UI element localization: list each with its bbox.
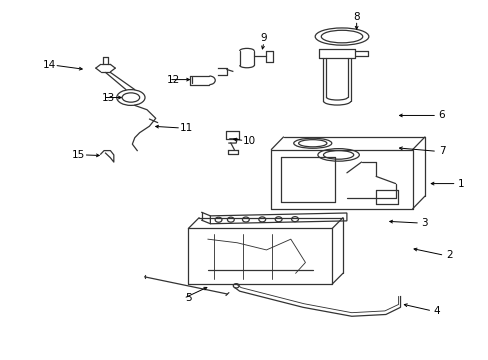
Text: 2: 2 — [445, 250, 452, 260]
Text: 11: 11 — [179, 123, 192, 133]
Text: 9: 9 — [260, 33, 267, 43]
Text: 3: 3 — [421, 218, 427, 228]
Text: 13: 13 — [101, 93, 114, 103]
Text: 15: 15 — [72, 150, 85, 160]
Text: 8: 8 — [353, 12, 359, 22]
Text: 14: 14 — [43, 60, 56, 70]
Text: 4: 4 — [433, 306, 440, 316]
Text: 5: 5 — [185, 293, 191, 303]
Text: 10: 10 — [243, 136, 255, 145]
Text: 1: 1 — [457, 179, 464, 189]
Text: 6: 6 — [438, 111, 445, 121]
Text: 12: 12 — [167, 75, 180, 85]
Text: 7: 7 — [438, 146, 445, 156]
